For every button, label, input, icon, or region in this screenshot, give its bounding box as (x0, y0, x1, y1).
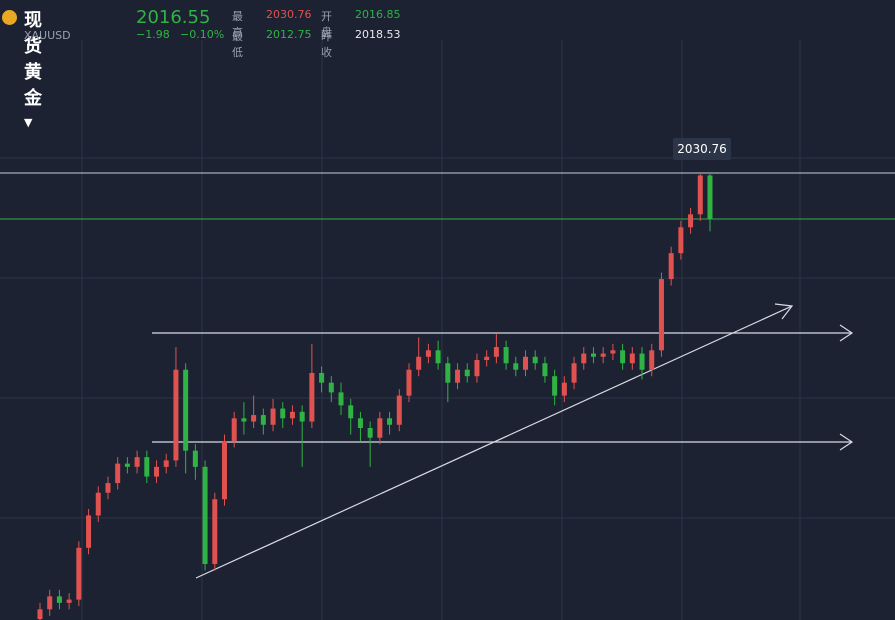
candle-body (581, 353, 587, 364)
candle-body (134, 457, 140, 467)
candle-body (124, 463, 130, 467)
candle-body (396, 395, 402, 425)
candle-body (639, 353, 645, 370)
candle-body (76, 547, 82, 600)
candle-body (707, 175, 713, 220)
candle-body (328, 382, 334, 393)
background-grid (0, 40, 895, 620)
symbol: XAUUSD (24, 29, 71, 42)
candle-body (678, 227, 684, 254)
label: 最高 (232, 10, 243, 39)
candle-body (503, 347, 509, 364)
candle-body (95, 492, 101, 516)
candle-body (241, 418, 247, 422)
label: 开盘 (321, 10, 332, 39)
candle-body (260, 415, 266, 425)
plot: 2030.76 (0, 138, 895, 620)
candle-body (86, 515, 92, 548)
candle-body (620, 350, 626, 364)
candle-body (571, 363, 577, 383)
value: 2018.53 (355, 28, 401, 41)
candle-body (377, 418, 383, 438)
value: 2030.76 (266, 8, 312, 21)
trend-lines (152, 303, 854, 579)
candle-body (688, 214, 694, 228)
candle-body (513, 363, 519, 370)
candle-body (610, 350, 616, 354)
candle-body (600, 353, 606, 357)
candle-body (56, 596, 62, 603)
candle-body (115, 463, 121, 484)
value: 2016.85 (355, 8, 401, 21)
candle-body (445, 363, 451, 383)
candle-body (231, 418, 237, 441)
candle-body (338, 392, 344, 406)
candle-body (561, 382, 567, 396)
candle-body (367, 428, 373, 438)
label: 昨收 (321, 30, 332, 59)
candle-body (493, 347, 499, 357)
candle-body (309, 372, 315, 422)
candle-body (183, 369, 189, 451)
instrument-name[interactable]: 现货黄金 ▼ (24, 10, 42, 129)
candle-body (629, 353, 635, 364)
candle-body (552, 376, 558, 396)
candle-body (173, 369, 179, 461)
name: 现货黄金 (24, 10, 42, 109)
candle-body (280, 408, 286, 419)
candle-body (348, 405, 354, 419)
candle-body (144, 457, 150, 477)
candle-body (435, 350, 441, 364)
candle-body (105, 483, 111, 493)
candle-body (270, 408, 276, 425)
candle-body (357, 418, 363, 429)
candle-body (523, 356, 529, 370)
candle-body (319, 372, 325, 383)
value: 2012.75 (266, 28, 312, 41)
price: 2016.55 (136, 7, 211, 28)
candle-body (416, 356, 422, 370)
candle-body (154, 466, 160, 477)
candle-body (668, 253, 674, 280)
candle-body (387, 418, 393, 425)
candle-body (532, 356, 538, 364)
candle-body (697, 175, 703, 215)
candle-body (221, 440, 227, 500)
candle-body (192, 450, 198, 467)
candle-body (202, 466, 208, 564)
candle-body (47, 596, 53, 610)
candle-body (542, 363, 548, 377)
candle-body (425, 350, 431, 357)
price-tag (673, 138, 731, 161)
candle-body (455, 369, 461, 383)
change: −1.98 (136, 28, 170, 41)
candle-body (37, 609, 43, 620)
candle-body (163, 460, 169, 467)
price-tag-label: 2030.76 (677, 142, 727, 156)
candle-body (484, 356, 490, 361)
candle-body (251, 415, 257, 422)
gold-icon (2, 10, 17, 25)
change-pct: −0.10% (180, 28, 225, 41)
candle-body (406, 369, 412, 396)
candle-body (299, 411, 305, 422)
label: 最低 (232, 30, 243, 59)
candle-body (474, 360, 480, 377)
candle-body (649, 350, 655, 370)
candle-body (212, 499, 218, 564)
candle-body (289, 411, 295, 419)
candle-body (658, 279, 664, 351)
candle-body (590, 353, 596, 357)
candle-body (464, 369, 470, 377)
candle-body (66, 599, 72, 603)
